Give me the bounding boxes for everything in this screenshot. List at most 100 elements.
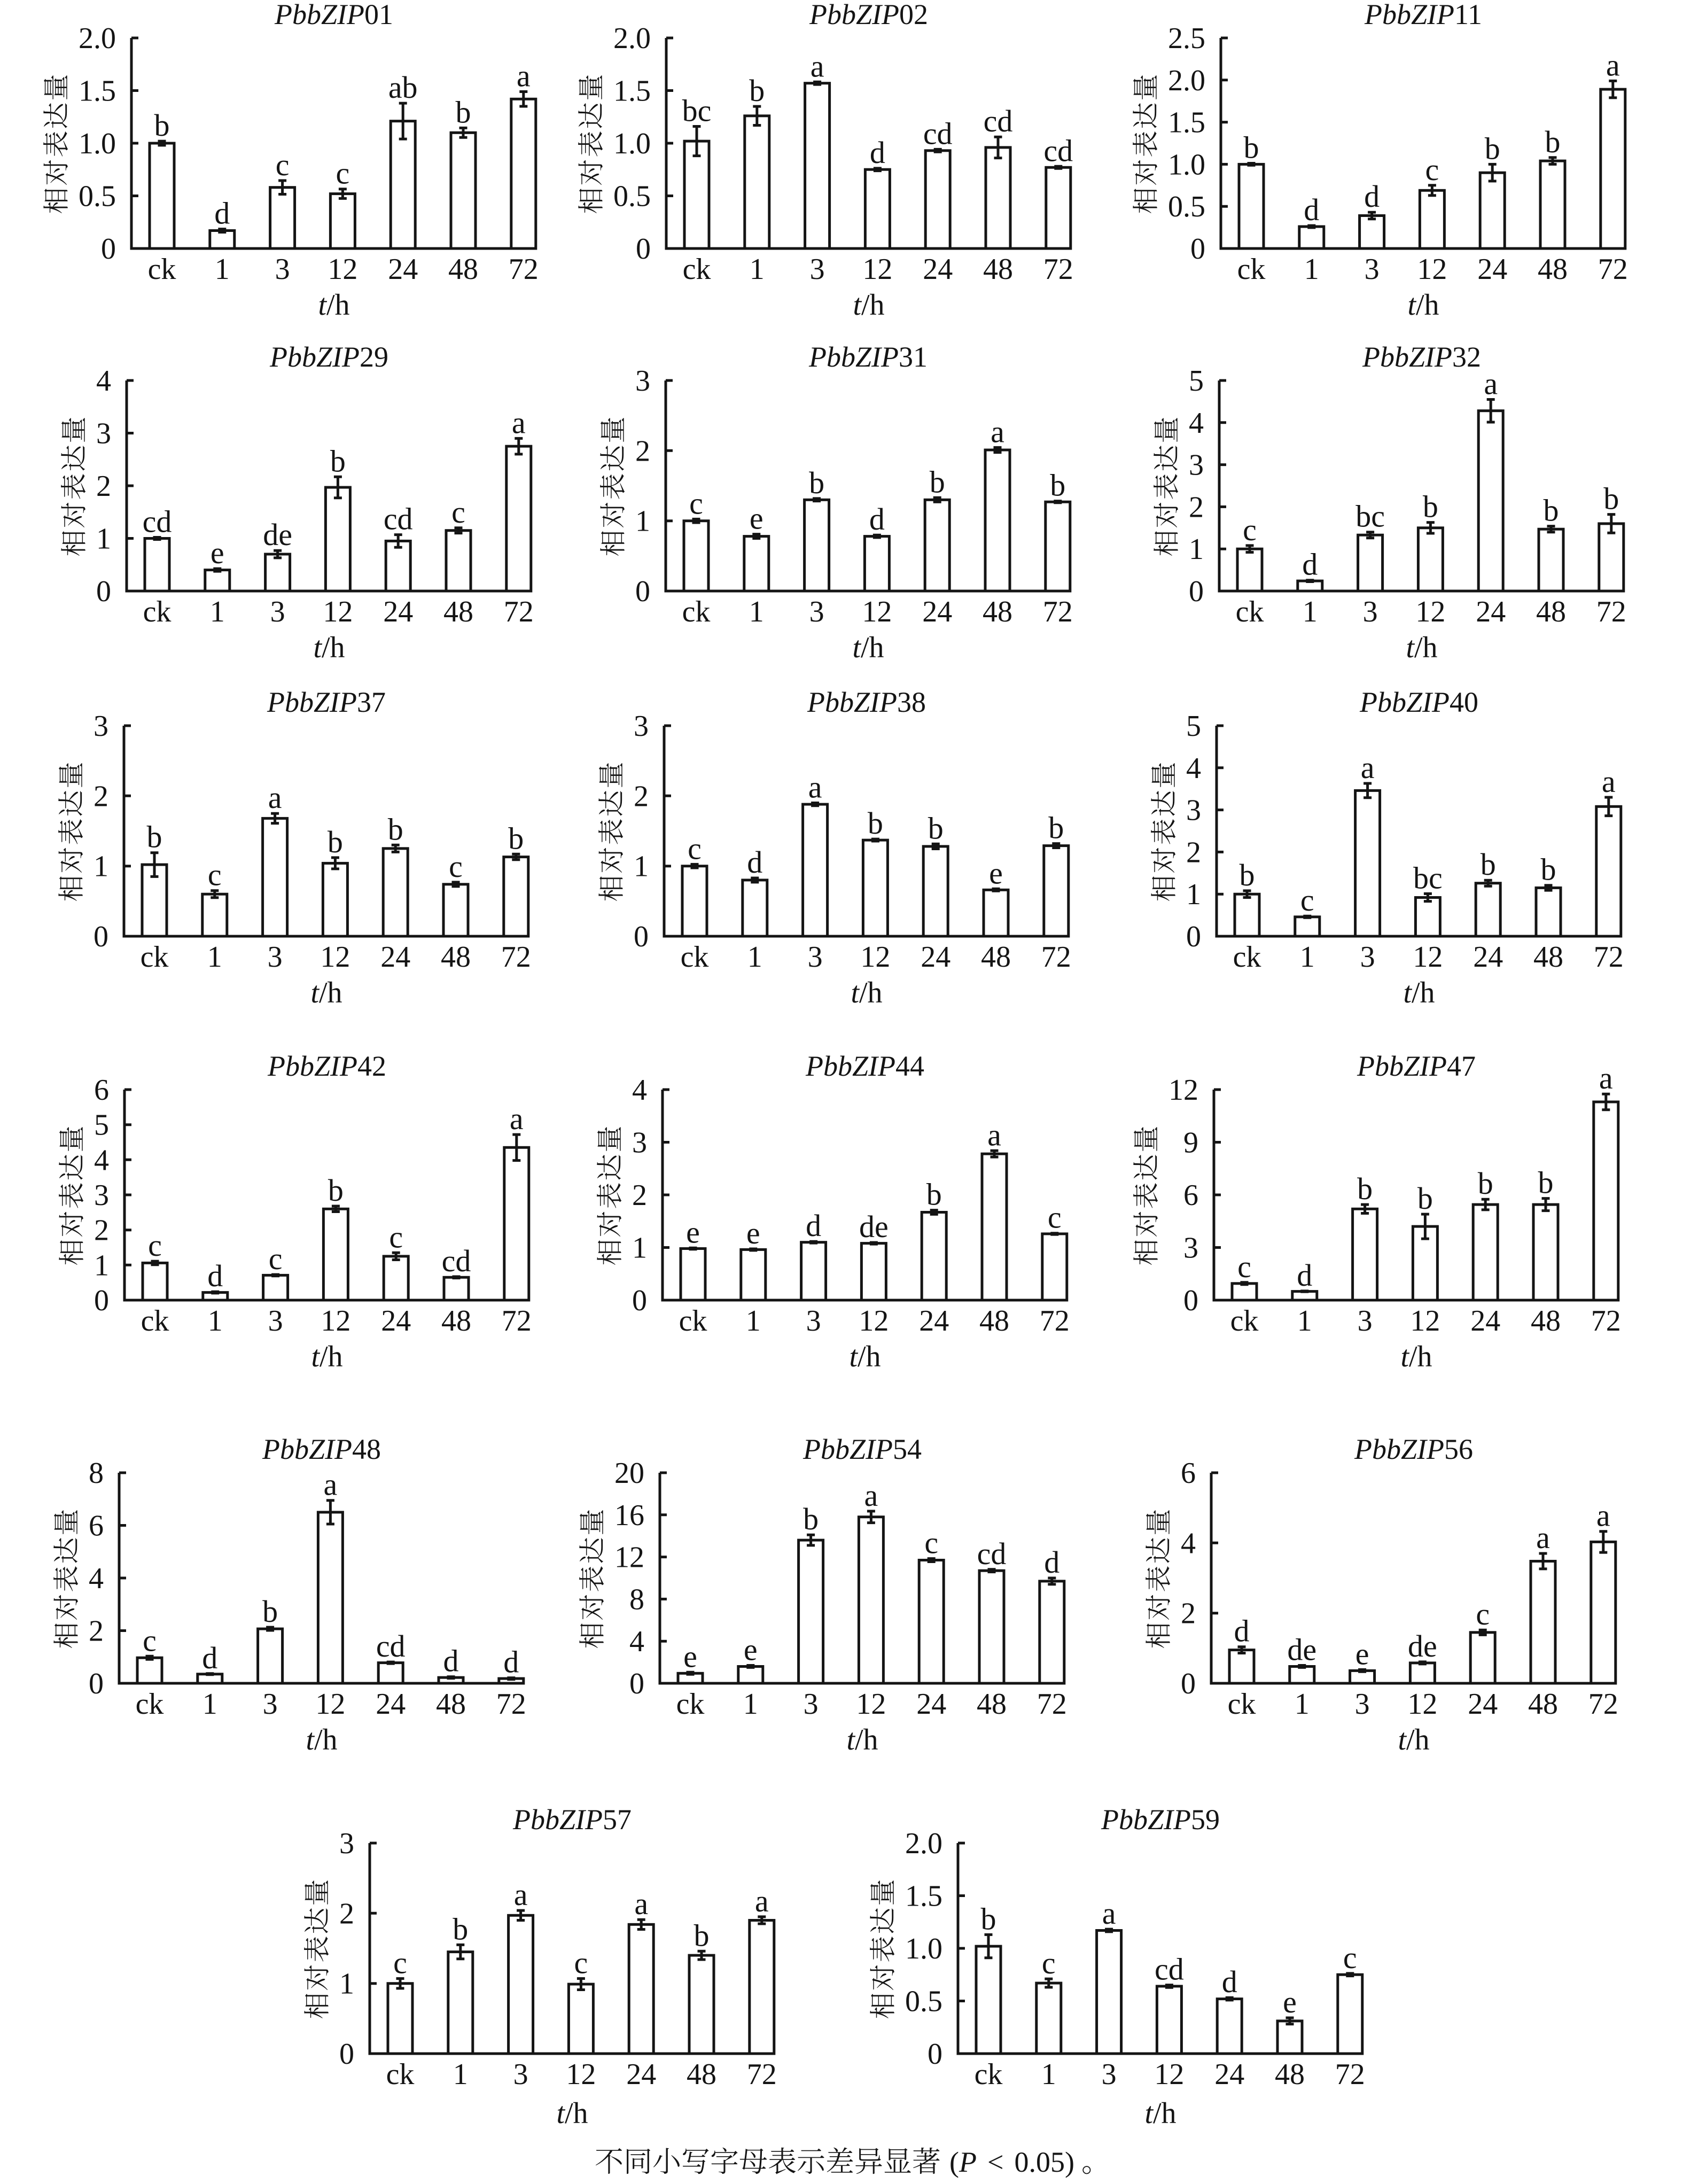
svg-text:24: 24 [1468,1688,1498,1721]
svg-text:b: b [694,1918,710,1953]
svg-text:24: 24 [381,1304,411,1338]
svg-text:ck: ck [679,1304,707,1338]
svg-text:d: d [747,845,762,880]
svg-text:12: 12 [320,941,350,974]
svg-text:t/h: t/h [310,976,342,1009]
svg-text:3: 3 [806,1304,821,1338]
svg-text:t/h: t/h [556,2097,588,2130]
svg-text:a: a [1602,764,1616,799]
svg-text:1.5: 1.5 [1168,106,1205,139]
svg-text:0: 0 [1190,232,1205,266]
svg-text:8: 8 [629,1583,644,1616]
svg-text:ck: ck [1228,1688,1256,1721]
svg-text:PbbZIP42: PbbZIP42 [267,1050,386,1082]
svg-text:c: c [276,147,290,182]
svg-text:24: 24 [383,595,413,628]
svg-text:cd: cd [1043,133,1073,168]
svg-text:d: d [1302,547,1318,582]
svg-text:1: 1 [749,595,764,628]
svg-text:0.5: 0.5 [905,1985,942,2018]
svg-text:2: 2 [632,1179,647,1212]
svg-text:c: c [451,495,465,530]
svg-text:1: 1 [632,1232,647,1265]
svg-text:48: 48 [1528,1688,1558,1721]
svg-text:24: 24 [1477,253,1507,286]
svg-text:a: a [1102,1896,1116,1931]
svg-text:t/h: t/h [318,289,349,322]
svg-text:ck: ck [1230,1304,1259,1338]
svg-text:1: 1 [202,1688,217,1721]
svg-text:b: b [388,812,403,846]
svg-text:ck: ck [141,1304,169,1338]
svg-text:PbbZIP40: PbbZIP40 [1359,686,1478,718]
svg-text:2: 2 [94,780,108,813]
svg-text:3: 3 [1360,941,1375,974]
svg-text:1: 1 [1300,941,1315,974]
svg-text:PbbZIP56: PbbZIP56 [1354,1433,1473,1465]
svg-text:12: 12 [566,2058,596,2091]
svg-text:1: 1 [1041,2058,1056,2091]
svg-text:1: 1 [747,941,762,974]
svg-text:e: e [1283,1985,1297,2019]
svg-text:24: 24 [626,2058,656,2091]
svg-text:6: 6 [1183,1179,1198,1212]
svg-text:c: c [1476,1597,1490,1631]
svg-text:PbbZIP57: PbbZIP57 [512,1804,632,1836]
svg-text:a: a [864,1478,878,1513]
svg-text:a: a [1606,48,1620,82]
svg-text:48: 48 [443,595,473,628]
svg-text:ab: ab [388,70,418,105]
svg-text:1: 1 [210,595,225,628]
svg-text:3: 3 [1363,595,1378,628]
svg-text:4: 4 [94,1144,109,1177]
svg-text:24: 24 [923,253,953,286]
svg-text:12: 12 [859,1304,889,1338]
svg-text:b: b [1423,489,1438,524]
svg-text:PbbZIP31: PbbZIP31 [808,341,928,373]
svg-text:1: 1 [96,523,111,556]
svg-text:3: 3 [1358,1304,1373,1338]
svg-text:3: 3 [1365,253,1380,286]
svg-text:c: c [336,156,350,191]
svg-text:48: 48 [1531,1304,1561,1338]
svg-text:2: 2 [1189,491,1204,524]
svg-text:e: e [683,1639,697,1674]
svg-text:PbbZIP44: PbbZIP44 [805,1050,924,1082]
svg-text:t/h: t/h [1407,289,1439,322]
svg-text:12: 12 [1417,253,1447,286]
svg-text:4: 4 [1189,407,1204,440]
svg-text:c: c [1343,1940,1357,1975]
svg-text:4: 4 [632,1074,647,1107]
svg-text:12: 12 [321,1304,350,1338]
svg-text:b: b [1538,1165,1554,1200]
svg-text:d: d [806,1208,821,1243]
svg-text:t/h: t/h [851,976,882,1009]
svg-text:ck: ck [141,941,169,974]
svg-text:c: c [1425,152,1439,187]
svg-text:ck: ck [136,1688,164,1721]
svg-text:t/h: t/h [306,1723,337,1756]
svg-text:0: 0 [1186,920,1201,953]
svg-text:12: 12 [860,941,890,974]
svg-text:c: c [148,1228,162,1263]
svg-text:cd: cd [143,504,172,539]
svg-text:1.5: 1.5 [905,1880,942,1913]
svg-text:d: d [207,1258,223,1293]
svg-text:0: 0 [635,575,650,608]
svg-text:b: b [1240,858,1255,892]
svg-text:PbbZIP37: PbbZIP37 [267,686,386,718]
svg-text:c: c [924,1526,938,1560]
svg-text:ck: ck [676,1688,705,1721]
svg-text:1: 1 [453,2058,468,2091]
svg-text:b: b [1481,847,1496,882]
svg-text:a: a [755,1884,769,1918]
svg-text:1: 1 [94,1249,109,1282]
svg-text:24: 24 [922,595,952,628]
svg-text:c: c [689,486,703,520]
svg-text:b: b [749,73,765,108]
svg-text:20: 20 [614,1457,644,1490]
svg-text:b: b [328,825,343,859]
svg-text:bc: bc [682,94,712,128]
svg-text:24: 24 [1470,1304,1500,1338]
svg-text:4: 4 [1181,1527,1196,1560]
